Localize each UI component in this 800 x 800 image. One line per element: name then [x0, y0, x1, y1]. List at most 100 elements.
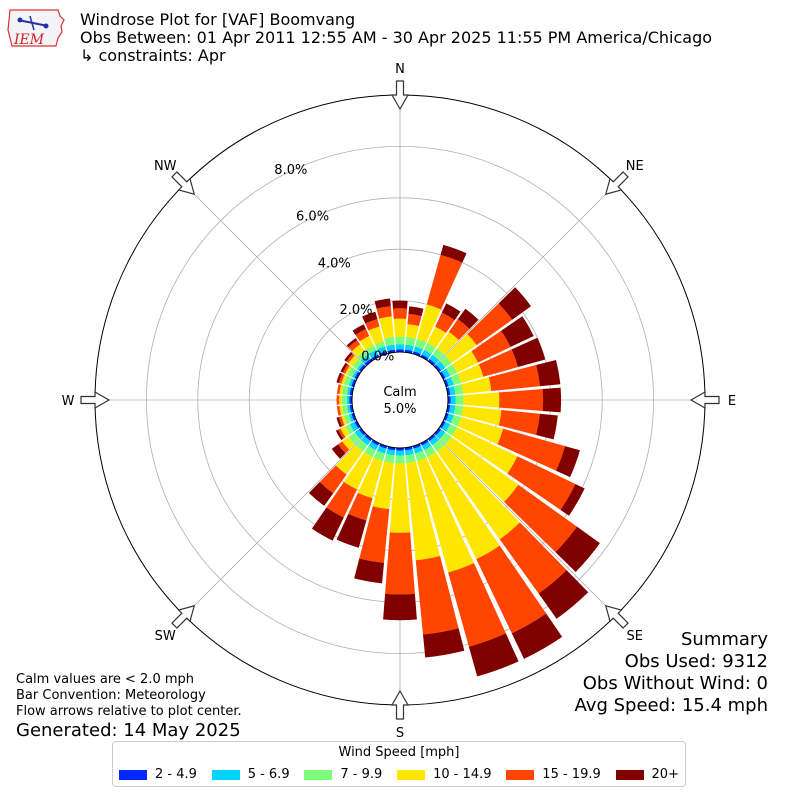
windrose-bar-segment	[406, 461, 441, 561]
windrose-bar-segment	[467, 303, 513, 346]
windrose-bar-segment	[396, 447, 404, 451]
legend-swatch	[615, 769, 644, 780]
windrose-bar-segment	[373, 450, 386, 462]
windrose-bar-segment	[340, 426, 350, 438]
windrose-bar-segment	[446, 387, 451, 396]
bar-convention-note: Bar Convention: Meteorology	[16, 688, 206, 703]
compass-label: W	[62, 394, 75, 409]
windrose-bar-segment	[436, 445, 520, 540]
windrose-bar-segment	[412, 351, 421, 357]
windrose-bar-segment	[499, 389, 544, 411]
windrose-bar-segment	[424, 445, 436, 458]
windrose-bar-segment	[555, 526, 600, 573]
generated-date: Generated: 14 May 2025	[16, 720, 241, 741]
windrose-bar-segment	[349, 404, 354, 413]
windrose-bar-segment	[455, 395, 464, 405]
windrose-bar-segment	[443, 379, 449, 388]
flow-arrow-icon	[604, 604, 629, 629]
legend-item: 10 - 14.9	[397, 767, 492, 782]
flow-arrow-icon	[390, 689, 410, 720]
windrose-bar-segment	[365, 319, 380, 331]
windrose-bar-segment	[405, 453, 416, 464]
windrose-bar-segment	[385, 532, 415, 595]
windrose-bar-segment	[445, 436, 519, 502]
windrose-bar-segment	[457, 364, 484, 383]
compass-label: SW	[155, 629, 176, 644]
windrose-bar-segment	[441, 303, 461, 321]
windrose-bar-segment	[392, 308, 408, 319]
windrose-bar-segment	[347, 367, 357, 378]
windrose-bar-segment	[501, 316, 534, 348]
legend-swatch	[304, 769, 333, 780]
legend-label: 10 - 14.9	[433, 767, 492, 782]
windrose-bar-segment	[498, 409, 540, 435]
legend-item: 20+	[615, 767, 679, 782]
windrose-bar-segment	[452, 427, 518, 474]
iowa-state-outline-icon: IEM	[7, 9, 65, 48]
windrose-bar-segment	[386, 344, 396, 352]
notes-block: Calm values are < 2.0 mph Bar Convention…	[16, 672, 242, 720]
windrose-bar-segment	[339, 405, 344, 416]
grid-spoke	[433, 184, 616, 367]
radial-tick-label: 4.0%	[318, 256, 351, 271]
windrose-bar-segment	[457, 308, 479, 329]
windrose-bar-segment	[427, 358, 436, 366]
windrose-bar-segment	[448, 319, 470, 340]
legend-label: 5 - 6.9	[247, 767, 290, 782]
windrose-bar-segment	[343, 414, 352, 425]
windrose-bar-segment	[448, 386, 456, 396]
legend-swatch	[119, 769, 147, 780]
legend-item: 5 - 6.9	[211, 767, 290, 782]
flow-arrow-icon	[604, 171, 629, 196]
windrose-bar-segment	[341, 395, 348, 405]
compass-label: SE	[627, 629, 643, 644]
windrose-bar-segment	[429, 436, 439, 446]
chart-constraints: ↳ constraints: Apr	[80, 46, 226, 65]
windrose-bar-segment	[342, 436, 355, 450]
windrose-bar-segment	[427, 434, 436, 442]
windrose-bar-segment	[355, 328, 370, 342]
windrose-bar-segment	[351, 412, 357, 421]
windrose-bar-segment	[336, 372, 343, 383]
windrose-bar-segment	[445, 424, 458, 436]
legend-swatch	[211, 769, 240, 780]
windrose-bar-segment	[445, 364, 458, 376]
windrose-bar-segment	[511, 337, 546, 368]
windrose-bar-segment	[408, 306, 424, 317]
windrose-bar-segment	[412, 443, 421, 449]
windrose-bar-segment	[348, 340, 361, 352]
calm-note: Calm values are < 2.0 mph	[16, 672, 195, 687]
windrose-bar-segment	[336, 405, 342, 416]
windrose-bar-segment	[414, 450, 427, 462]
windrose-bar-segment	[338, 416, 345, 427]
logo-text: IEM	[13, 32, 45, 48]
radial-tick-label: 2.0%	[339, 303, 372, 318]
windrose-bar-segment	[395, 344, 405, 350]
windrose-bar-segment	[471, 330, 511, 363]
windrose-bar-segment	[336, 513, 367, 548]
windrose-bar-segment	[504, 484, 577, 553]
windrose-bar-segment	[536, 413, 558, 440]
windrose-bar-segment	[337, 441, 350, 454]
windrose-bar-segment	[376, 446, 387, 454]
legend-swatch	[397, 769, 426, 780]
windrose-bar-segment	[463, 392, 500, 408]
windrose-bar-segment	[376, 306, 392, 319]
windrose-bar-segment	[311, 507, 344, 541]
windrose-bar-segment	[354, 558, 385, 584]
windrose-bar-segment	[439, 432, 452, 445]
windrose-bar-segment	[461, 377, 492, 394]
windrose-bar-segment	[424, 342, 436, 355]
windrose-bar-segment	[453, 384, 464, 395]
windrose-bar-segment	[452, 351, 479, 373]
windrose-bar-segment	[450, 373, 462, 386]
windrose-bar-segment	[341, 405, 349, 415]
windrose-bar-segment	[349, 396, 353, 404]
windrose-bar-segment	[357, 457, 383, 499]
windrose-bar-segment	[331, 444, 346, 459]
windrose-bar-segment	[404, 448, 414, 456]
windrose-bar-segment	[426, 254, 463, 310]
flow-arrows-note: Flow arrows relative to plot center.	[16, 704, 242, 719]
windrose-bar-segment	[341, 374, 347, 385]
